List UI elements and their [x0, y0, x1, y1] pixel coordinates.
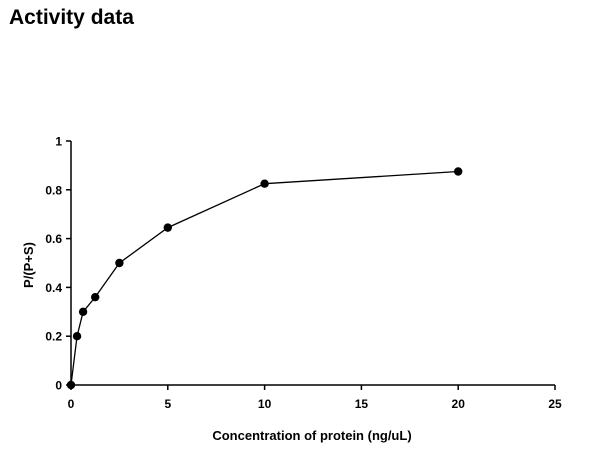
data-series	[66, 167, 463, 390]
y-axis-ticks: 0 0.2 0.4 0.6 0.8 1	[45, 135, 71, 393]
y-tick-label: 0.2	[45, 330, 62, 344]
data-point	[91, 292, 100, 302]
y-tick-label: 0	[55, 379, 62, 393]
data-point	[260, 179, 269, 188]
y-tick-label: 0.6	[45, 232, 62, 246]
x-tick-label: 10	[258, 397, 272, 411]
x-tick-label: 0	[68, 397, 75, 411]
x-tick-label: 15	[355, 397, 369, 411]
data-point	[115, 258, 124, 268]
data-point	[163, 223, 172, 232]
y-tick-label: 1	[55, 135, 62, 149]
x-tick-label: 25	[548, 397, 562, 411]
y-tick-label: 0.8	[45, 183, 62, 197]
data-point	[72, 332, 82, 341]
y-axis-label: P/(P+S)	[21, 242, 36, 288]
series-line	[70, 170, 459, 386]
data-point	[66, 380, 76, 390]
data-point	[78, 307, 88, 316]
x-tick-label: 5	[164, 397, 171, 411]
x-axis-label: Concentration of protein (ng/uL)	[212, 428, 411, 443]
page-title: Activity data	[9, 6, 134, 29]
x-tick-label: 20	[452, 397, 466, 411]
y-tick-label: 0.4	[45, 281, 62, 295]
x-axis-ticks: 0 5 10 15 20 25	[68, 385, 562, 411]
chart-axes	[70, 141, 555, 386]
data-point	[454, 167, 463, 176]
